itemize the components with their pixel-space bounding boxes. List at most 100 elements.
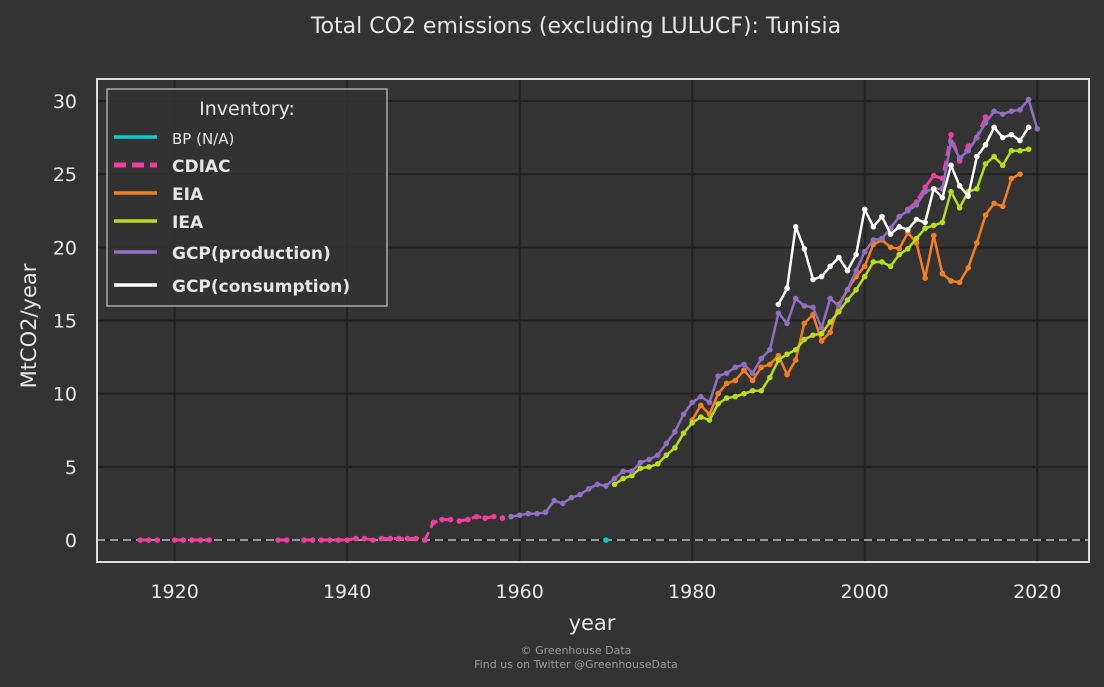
series-gcp-consumption	[775, 124, 1032, 308]
x-tick-labels: 1920 1940 1960 1980 2000 2020	[150, 581, 1061, 603]
data-point	[732, 393, 739, 400]
data-point	[913, 235, 920, 242]
data-point	[646, 464, 652, 470]
data-point	[991, 124, 997, 131]
series-iea	[611, 146, 1032, 488]
x-axis-label: year	[569, 611, 616, 635]
data-point	[698, 393, 704, 400]
x-tick-label: 2000	[841, 581, 889, 603]
data-point	[982, 212, 989, 218]
data-point	[698, 414, 704, 420]
data-point	[344, 537, 350, 543]
data-point	[672, 428, 678, 435]
data-point	[180, 537, 187, 543]
data-point	[370, 537, 376, 543]
data-point	[999, 203, 1006, 210]
data-point	[991, 108, 997, 114]
data-point	[767, 374, 773, 381]
data-point	[1025, 124, 1032, 131]
y-tick-label: 25	[53, 164, 77, 186]
data-point	[758, 387, 765, 394]
data-point	[792, 224, 799, 230]
data-point	[999, 111, 1006, 117]
data-point	[335, 537, 342, 543]
data-point	[792, 346, 799, 353]
data-point	[991, 153, 997, 160]
data-point	[922, 275, 928, 281]
data-point	[1008, 175, 1015, 182]
y-tick-labels: 0 5 10 15 20 25 30	[53, 91, 77, 552]
data-point	[283, 537, 290, 543]
legend-items: BP (N/A) CDIAC EIA IEA GCP(production) GCP(co…	[114, 130, 350, 297]
data-point	[861, 248, 868, 255]
plot-frame	[96, 78, 1090, 563]
data-point	[1017, 137, 1023, 144]
data-point	[818, 338, 825, 344]
data-point	[1008, 147, 1015, 154]
x-tick-label: 2020	[1013, 581, 1061, 603]
data-point	[309, 537, 316, 543]
legend-label: EIA	[172, 185, 204, 205]
data-point	[991, 200, 997, 207]
data-point	[327, 537, 333, 543]
data-point	[836, 303, 842, 309]
data-point	[706, 417, 713, 423]
data-point	[896, 245, 903, 252]
data-point	[594, 481, 601, 488]
data-point	[611, 475, 618, 482]
data-point	[879, 259, 885, 265]
data-point	[447, 516, 454, 523]
data-point	[922, 184, 928, 191]
data-point	[775, 310, 782, 316]
data-point	[801, 336, 808, 343]
data-point	[982, 120, 989, 126]
data-point	[620, 468, 626, 475]
data-point	[767, 346, 773, 353]
data-point	[905, 226, 911, 233]
data-point	[465, 516, 471, 523]
data-point	[654, 452, 661, 458]
data-point	[741, 390, 747, 397]
data-point	[922, 225, 928, 232]
y-tick-label: 0	[65, 530, 77, 552]
data-point	[930, 185, 937, 192]
data-point	[836, 308, 842, 315]
data-point	[732, 377, 739, 384]
data-point	[801, 245, 808, 252]
legend-box	[106, 88, 388, 307]
data-point	[646, 456, 652, 463]
data-point	[827, 329, 834, 336]
data-point	[922, 188, 928, 195]
data-point	[879, 213, 885, 220]
data-point	[870, 237, 877, 243]
data-point	[827, 319, 834, 325]
data-point	[715, 373, 721, 379]
data-point	[629, 468, 635, 475]
data-point	[948, 139, 954, 145]
data-point	[982, 114, 989, 120]
y-tick-label: 15	[53, 311, 77, 333]
data-point	[948, 188, 954, 195]
data-point	[913, 216, 920, 223]
data-point	[956, 205, 963, 211]
data-point	[361, 535, 368, 542]
data-point	[551, 497, 557, 504]
data-point	[577, 491, 583, 498]
data-point	[680, 411, 687, 417]
data-point	[663, 440, 670, 447]
data-point	[603, 483, 609, 489]
data-point	[905, 245, 911, 252]
data-point	[689, 399, 695, 406]
data-point	[965, 193, 972, 199]
data-point	[913, 202, 920, 208]
data-point	[352, 535, 359, 542]
data-point	[197, 537, 204, 543]
data-point	[861, 263, 868, 270]
data-point	[861, 273, 868, 280]
data-point	[663, 452, 670, 458]
data-point	[767, 361, 773, 368]
data-point	[629, 472, 635, 479]
data-point	[844, 267, 851, 274]
data-point	[844, 297, 851, 303]
